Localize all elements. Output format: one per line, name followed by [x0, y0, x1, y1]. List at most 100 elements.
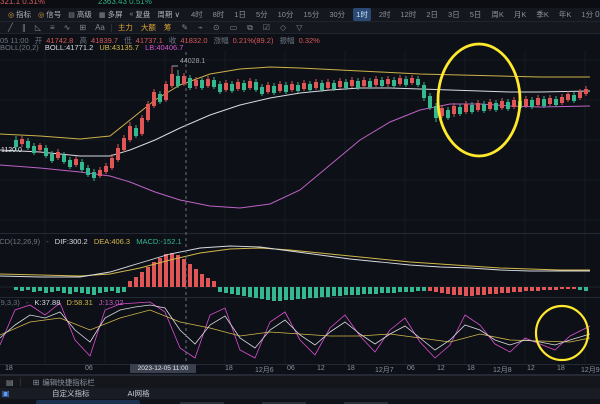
data-tool-大额[interactable]: 大额	[140, 23, 156, 32]
timeframe-1时[interactable]: 1时	[353, 8, 371, 21]
timeframe-30分[interactable]: 30分	[329, 10, 346, 19]
axis-label: 12	[317, 365, 325, 372]
high-price-label: 44028.1	[180, 58, 206, 65]
axis-label: 12	[527, 365, 535, 372]
axis-label: 18	[557, 365, 565, 372]
text-tool-icon[interactable]: Aa	[95, 23, 105, 32]
timeframe-12时[interactable]: 12时	[400, 10, 417, 19]
timeframe-8时[interactable]: 8时	[212, 10, 225, 19]
change-value: 0.21%(89.2)	[232, 36, 274, 45]
ticker-item-green[interactable]: 2363.43 0.51%	[98, 0, 152, 6]
toolbar-item-label: 周期 ∨	[157, 10, 180, 19]
timeframe-1分[interactable]: 1分	[581, 10, 594, 19]
toolbar-item-label: 指标	[16, 10, 32, 19]
draw-tool-group: ╱ ∥ ◺ ≡ ∿ ⊞ Aa	[0, 23, 105, 32]
timeframe-15分[interactable]: 15分	[303, 10, 320, 19]
axis-label: 12月9	[581, 367, 600, 374]
kdj-param[interactable]: KDJ(9,3,3)	[0, 298, 20, 307]
data-tool-主力[interactable]: 主力	[117, 23, 133, 32]
camera-icon[interactable]: ⊙	[212, 23, 220, 32]
axis-label: 06	[85, 365, 93, 372]
indicator-tabs-bar: ▣ 自定义指标 AI网格	[0, 388, 600, 399]
toolbar-item-advanced[interactable]: ▤ 高级	[68, 9, 92, 20]
indicators-icon: ◎	[8, 11, 15, 19]
toolbar-item-label: 复盘	[135, 10, 151, 19]
low-value: 41737.1	[135, 36, 163, 45]
timeframe-5分[interactable]: 5分	[255, 10, 268, 19]
axis-label: 18	[467, 365, 475, 372]
amplitude-label: 振幅	[279, 36, 295, 45]
timeframe-5日[interactable]: 5日	[469, 10, 482, 19]
timeframe-1日[interactable]: 1日	[234, 10, 246, 19]
wave-icon[interactable]: ∿	[63, 23, 71, 32]
timeframe-2日[interactable]: 2日	[426, 10, 439, 19]
timeframe-年K[interactable]: 年K	[558, 10, 572, 19]
timeframe-月K[interactable]: 月K	[513, 10, 527, 19]
toolbar-item-indicators[interactable]: ◎ 指标	[8, 9, 31, 20]
high-value: 41839.7	[90, 36, 119, 45]
dea-value: DEA:406.3	[93, 237, 131, 246]
indicator-list-row-clipped	[0, 399, 600, 404]
parallel-lines-icon[interactable]: ∥	[21, 23, 26, 32]
yellow-circle-annotation[interactable]	[534, 304, 590, 362]
ticker-item-red[interactable]: 321.1 0.31%	[0, 0, 45, 6]
divider	[110, 23, 112, 32]
timeframe-2时[interactable]: 2时	[378, 10, 391, 19]
timeframe-季K[interactable]: 季K	[536, 10, 549, 19]
toolbar-item-period[interactable]: 周期 ∨	[157, 9, 180, 20]
low-label: 低	[124, 36, 132, 45]
yellow-circle-annotation[interactable]	[436, 42, 522, 158]
trend-line-icon[interactable]: ╱	[8, 23, 13, 32]
selected-indicator-pill[interactable]	[36, 400, 140, 404]
clipboard-icon[interactable]: ⧉	[247, 22, 253, 32]
toolbar-right-group: 0s ⌂✎⧉▣◉⤢ ☁ 未命名 ∨	[595, 9, 600, 20]
data-tool-筹[interactable]: 筹	[163, 23, 172, 32]
filter-icon[interactable]: ▽	[296, 23, 303, 32]
horizontal-lines-icon[interactable]: ≡	[49, 23, 55, 32]
timeframe-周K[interactable]: 周K	[491, 10, 504, 19]
indicator-ghost-text	[262, 402, 306, 404]
boll-param[interactable]: BOLL(20,2)	[0, 43, 39, 52]
eraser-icon[interactable]: ◇	[280, 23, 287, 32]
macd-collapse[interactable]: -	[46, 237, 49, 246]
boll-readout: BOLL(20,2) BOLL:41771.2 UB:43135.7 LB:40…	[0, 43, 187, 52]
indicator-ghost-text	[180, 402, 224, 404]
toolbar-item-replay[interactable]: «复盘	[129, 9, 150, 20]
axis-label: 12月6	[255, 367, 274, 374]
macd-param[interactable]: MACD(12,26,9)	[0, 237, 41, 246]
replay-icon: «	[129, 11, 134, 18]
trash-icon[interactable]: ▭	[229, 23, 238, 32]
tab-custom-indicators[interactable]: 自定义指标	[52, 389, 90, 398]
chart-action-group: ✎ ⌁ ⊙ ▭ ⧉ ☑ ◇ ▽	[181, 23, 302, 33]
countdown-label: 0s	[595, 10, 600, 19]
partial-tab-icon[interactable]: ▣	[2, 389, 10, 398]
time-axis[interactable]: 18 06 18 12月6 06 12 18 12月7 06 12 18 12月8 12 18 12月9	[0, 365, 600, 375]
toolbar-item-signals[interactable]: ◎ 信号	[38, 9, 61, 20]
open-label: 开	[34, 36, 43, 45]
brush-icon[interactable]: ⌁	[198, 23, 203, 32]
pencil-icon[interactable]: ✎	[181, 23, 189, 32]
bottom-bar: ▤ ⊞ 编辑快捷指标栏	[0, 375, 600, 388]
dif-value: DIF:300.2	[54, 237, 88, 246]
toolbar-item-multi-screen[interactable]: ▦ 多屏	[99, 9, 123, 20]
panel-icon[interactable]: ▤	[6, 377, 14, 387]
timeframe-10分[interactable]: 10分	[277, 10, 294, 19]
high-label: 高	[79, 36, 87, 45]
tab-ai-grid[interactable]: AI网格	[127, 389, 150, 398]
edit-shortcut-label[interactable]: 编辑快捷指标栏	[42, 377, 95, 387]
axis-label: 18	[347, 365, 355, 372]
edit-shortcut-icon[interactable]: ⊞	[32, 377, 40, 387]
axis-label: 12月7	[375, 367, 394, 374]
drawing-toolbar: ╱ ∥ ◺ ≡ ∿ ⊞ Aa 主力 大额筹 ✎ ⌁ ⊙ ▭ ⧉ ☑ ◇ ▽	[0, 22, 600, 34]
change-label: 涨幅	[213, 36, 229, 45]
timeframe-4时[interactable]: 4时	[190, 10, 203, 19]
checkbox-icon[interactable]: ☑	[262, 23, 271, 32]
boll-upper-value: UB:43135.7	[99, 43, 139, 52]
d-value: D:58.31	[66, 298, 93, 307]
kdj-collapse[interactable]: -	[25, 298, 29, 307]
timeframe-3日[interactable]: 3日	[448, 10, 460, 19]
fib-grid-icon[interactable]: ⊞	[79, 23, 87, 32]
j-value: J:13.02	[98, 298, 124, 307]
triangle-icon[interactable]: ◺	[34, 23, 41, 32]
